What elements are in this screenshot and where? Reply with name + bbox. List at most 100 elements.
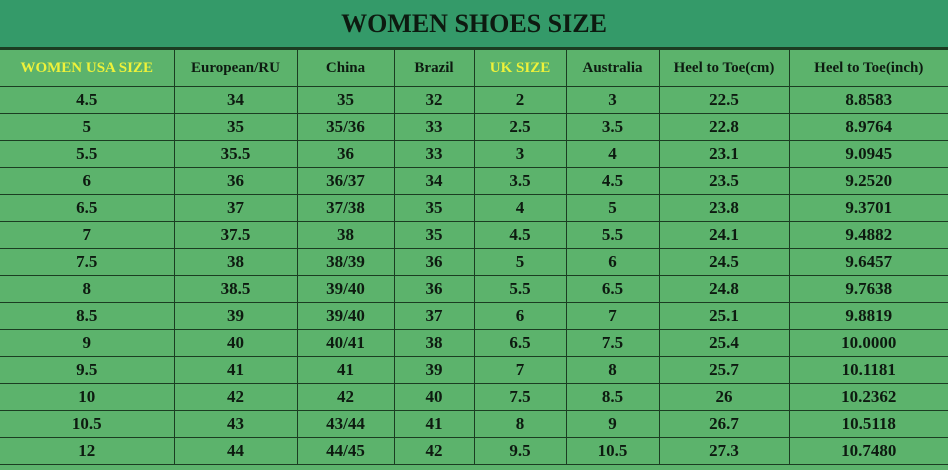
table-cell: 9	[0, 329, 175, 357]
table-cell: 39/40	[296, 275, 395, 303]
table-cell: 6.5	[565, 275, 660, 303]
table-cell: 7	[565, 302, 660, 330]
table-cell: 44/45	[296, 437, 395, 465]
table-cell: 35	[296, 86, 395, 114]
table-cell: 40	[393, 383, 475, 411]
table-cell: 26	[658, 383, 790, 411]
table-cell: 7.5	[473, 383, 567, 411]
table-cell: 10.5	[0, 410, 175, 438]
table-cell: 41	[296, 356, 395, 384]
table-cell: 9	[565, 410, 660, 438]
table-cell: 10	[0, 383, 175, 411]
table-row: 12 44 44/45 42 9.5 10.5 27.3 10.7480	[0, 437, 948, 465]
table-cell: 8.9764	[788, 113, 948, 141]
table-cell: 4.5	[473, 221, 567, 249]
header-row: WOMEN USA SIZE European/RU China Brazil UK S…	[0, 49, 948, 87]
table-cell: 10.1181	[788, 356, 948, 384]
table-row: 7 37.5 38 35 4.5 5.5 24.1 9.4882	[0, 221, 948, 249]
table-cell: 34	[173, 86, 298, 114]
table-cell: 9.6457	[788, 248, 948, 276]
table-cell: 7.5	[565, 329, 660, 357]
table-cell: 38	[173, 248, 298, 276]
table-cell: 10.5	[565, 437, 660, 465]
table-row: 6 36 36/37 34 3.5 4.5 23.5 9.2520	[0, 167, 948, 195]
table-cell: 38/39	[296, 248, 395, 276]
table-cell: 25.1	[658, 302, 790, 330]
column-header: Heel to Toe(cm)	[658, 49, 790, 87]
table-cell: 34	[393, 167, 475, 195]
table-cell: 23.1	[658, 140, 790, 168]
table-title: WOMEN SHOES SIZE	[0, 0, 948, 49]
table-cell: 10.7480	[788, 437, 948, 465]
table-cell: 2.5	[473, 113, 567, 141]
table-cell: 5.5	[0, 140, 175, 168]
table-cell: 3.5	[565, 113, 660, 141]
table-cell: 27.3	[658, 437, 790, 465]
table-cell: 38	[393, 329, 475, 357]
table-cell: 40/41	[296, 329, 395, 357]
column-header: Brazil	[393, 49, 475, 87]
table-cell: 9.4882	[788, 221, 948, 249]
table-cell: 36	[173, 167, 298, 195]
table-cell: 22.8	[658, 113, 790, 141]
column-header: China	[296, 49, 395, 87]
table-cell: 10.0000	[788, 329, 948, 357]
table-cell: 36	[296, 140, 395, 168]
table-cell: 6	[0, 167, 175, 195]
table-row: 7.5 38 38/39 36 5 6 24.5 9.6457	[0, 248, 948, 276]
table-cell: 41	[393, 410, 475, 438]
table-cell: 42	[173, 383, 298, 411]
table-cell: 8.5	[0, 302, 175, 330]
table-cell: 39/40	[296, 302, 395, 330]
table-cell: 23.8	[658, 194, 790, 222]
table-cell: 5.5	[473, 275, 567, 303]
table-cell: 3	[565, 86, 660, 114]
table-row: 9.5 41 41 39 7 8 25.7 10.1181	[0, 356, 948, 384]
table-cell: 39	[173, 302, 298, 330]
table-cell: 37/38	[296, 194, 395, 222]
table-cell: 8.5	[565, 383, 660, 411]
table-cell: 32	[393, 86, 475, 114]
table-cell: 33	[393, 113, 475, 141]
table-cell: 35	[393, 194, 475, 222]
table-cell: 9.5	[0, 356, 175, 384]
table-cell: 8.8583	[788, 86, 948, 114]
table-cell: 3.5	[473, 167, 567, 195]
table-cell: 6.5	[0, 194, 175, 222]
table-cell: 38.5	[173, 275, 298, 303]
column-header: Heel to Toe(inch)	[788, 49, 948, 87]
table-cell: 4.5	[565, 167, 660, 195]
table-cell: 8	[0, 275, 175, 303]
table-cell: 40	[173, 329, 298, 357]
table-row: 10 42 42 40 7.5 8.5 26 10.2362	[0, 383, 948, 411]
table-cell: 37.5	[173, 221, 298, 249]
table-cell: 2	[473, 86, 567, 114]
table-cell: 38	[296, 221, 395, 249]
table-cell: 8	[473, 410, 567, 438]
table-cell: 4.5	[0, 86, 175, 114]
table-cell: 44	[173, 437, 298, 465]
table-cell: 6	[473, 302, 567, 330]
table-row: 9 40 40/41 38 6.5 7.5 25.4 10.0000	[0, 329, 948, 357]
table-cell: 43	[173, 410, 298, 438]
table-cell: 35/36	[296, 113, 395, 141]
column-header: WOMEN USA SIZE	[0, 49, 175, 87]
table-cell: 26.7	[658, 410, 790, 438]
table-cell: 36/37	[296, 167, 395, 195]
table-cell: 37	[393, 302, 475, 330]
table-cell: 36	[393, 275, 475, 303]
table-cell: 4	[565, 140, 660, 168]
table-cell: 25.4	[658, 329, 790, 357]
table-cell: 6.5	[473, 329, 567, 357]
column-header: Australia	[565, 49, 660, 87]
table-cell: 10.5118	[788, 410, 948, 438]
table-cell: 8	[565, 356, 660, 384]
table-cell: 42	[393, 437, 475, 465]
table-cell: 41	[173, 356, 298, 384]
table-cell: 7	[0, 221, 175, 249]
table-cell: 10.2362	[788, 383, 948, 411]
table-cell: 9.0945	[788, 140, 948, 168]
table-cell: 25.7	[658, 356, 790, 384]
table-cell: 9.3701	[788, 194, 948, 222]
table-cell: 4	[473, 194, 567, 222]
